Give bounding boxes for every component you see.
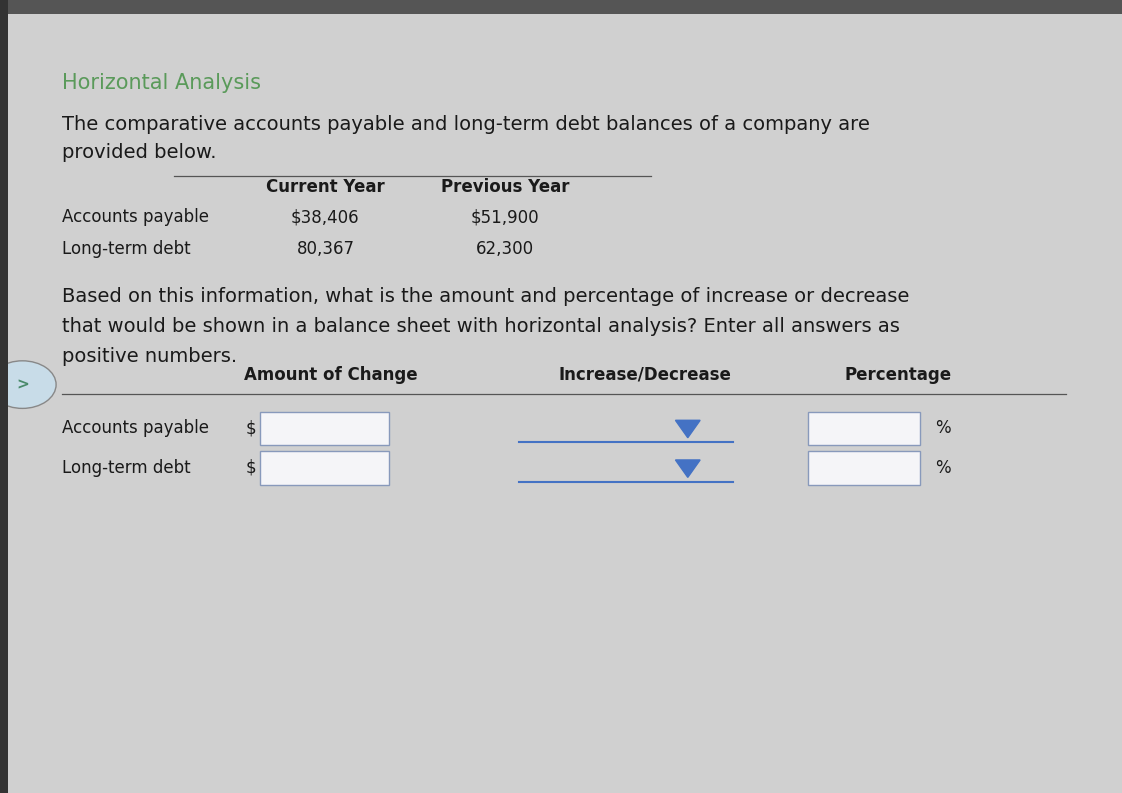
Text: Long-term debt: Long-term debt <box>62 240 191 258</box>
Text: Horizontal Analysis: Horizontal Analysis <box>62 73 260 93</box>
Polygon shape <box>675 420 700 438</box>
Text: positive numbers.: positive numbers. <box>62 347 237 366</box>
Text: Increase/Decrease: Increase/Decrease <box>559 366 732 384</box>
Text: 62,300: 62,300 <box>476 240 534 258</box>
Bar <box>0 0 1122 14</box>
Text: Long-term debt: Long-term debt <box>62 459 191 477</box>
Bar <box>0 0 8 793</box>
Circle shape <box>0 361 56 408</box>
Text: Percentage: Percentage <box>844 366 951 384</box>
Text: %: % <box>935 419 950 437</box>
Text: >: > <box>16 377 29 392</box>
Text: Accounts payable: Accounts payable <box>62 419 209 437</box>
Text: that would be shown in a balance sheet with horizontal analysis? Enter all answe: that would be shown in a balance sheet w… <box>62 317 900 336</box>
Text: $: $ <box>246 459 256 477</box>
FancyBboxPatch shape <box>808 412 920 445</box>
FancyBboxPatch shape <box>260 412 389 445</box>
Text: Amount of Change: Amount of Change <box>245 366 417 384</box>
Polygon shape <box>675 460 700 477</box>
FancyBboxPatch shape <box>260 451 389 485</box>
Text: %: % <box>935 459 950 477</box>
Text: $51,900: $51,900 <box>470 209 540 226</box>
Text: Previous Year: Previous Year <box>441 178 569 196</box>
Text: Current Year: Current Year <box>266 178 385 196</box>
Text: provided below.: provided below. <box>62 143 217 162</box>
Text: The comparative accounts payable and long-term debt balances of a company are: The comparative accounts payable and lon… <box>62 115 870 134</box>
Text: 80,367: 80,367 <box>296 240 355 258</box>
Text: $38,406: $38,406 <box>291 209 360 226</box>
FancyBboxPatch shape <box>808 451 920 485</box>
Text: Accounts payable: Accounts payable <box>62 209 209 226</box>
Text: Based on this information, what is the amount and percentage of increase or decr: Based on this information, what is the a… <box>62 287 909 306</box>
Text: $: $ <box>246 419 256 437</box>
